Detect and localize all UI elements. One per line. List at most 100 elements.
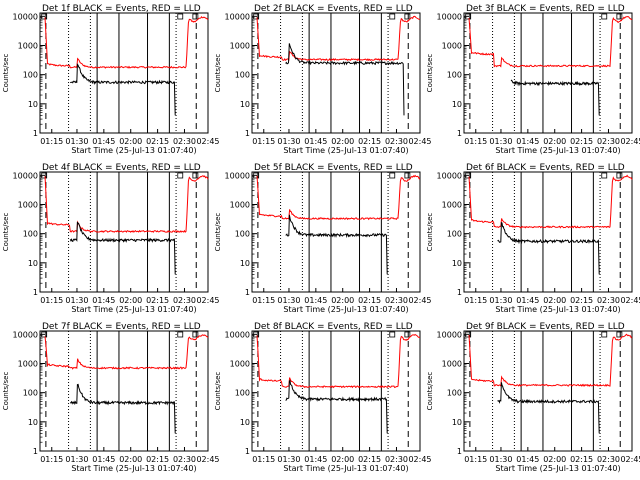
y-tick-label: 1 xyxy=(457,447,462,456)
x-tick-label: 02:00 xyxy=(119,296,142,305)
y-tick-label: 1000 xyxy=(18,41,38,50)
marker-box xyxy=(601,13,608,20)
x-tick-label: 01:30 xyxy=(489,455,512,464)
x-tick-label: 01:45 xyxy=(516,455,539,464)
y-tick-label: 10000 xyxy=(437,12,462,21)
detector-panel-1: Det 1f BLACK = Events, RED = LLD Counts/s… xyxy=(2,4,220,155)
lld-series xyxy=(44,175,209,233)
y-tick-label: 1 xyxy=(245,447,250,456)
lld-series xyxy=(44,15,209,69)
detector-panel-7: Det 7f BLACK = Events, RED = LLD Counts/s… xyxy=(2,322,220,473)
detector-panel-5: Det 5f BLACK = Events, RED = LLD Counts/s… xyxy=(214,163,432,314)
x-tick-label: 02:15 xyxy=(358,137,381,146)
panel-title: Det 1f BLACK = Events, RED = LLD xyxy=(42,4,201,14)
plot-frame xyxy=(39,330,209,452)
x-axis-label: Start Time (25-Jul-13 01:07:40) xyxy=(283,305,408,314)
detector-panel-3: Det 3f BLACK = Events, RED = LLD Counts/s… xyxy=(426,4,640,155)
marker-box xyxy=(601,172,608,179)
x-tick-label: 01:45 xyxy=(92,296,115,305)
marker-box xyxy=(41,13,48,20)
marker-box xyxy=(616,331,623,338)
lld-series xyxy=(256,174,421,221)
events-series xyxy=(70,63,176,116)
y-tick-label: 10000 xyxy=(225,12,250,21)
marker-box xyxy=(389,172,396,179)
x-tick-label: 02:30 xyxy=(385,137,408,146)
y-tick-label: 1000 xyxy=(230,200,250,209)
events-series xyxy=(497,382,600,434)
y-tick-label: 10000 xyxy=(437,330,462,339)
lld-series xyxy=(468,333,633,387)
x-tick-label: 01:15 xyxy=(464,137,487,146)
detector-panel-6: Det 6f BLACK = Events, RED = LLD Counts/s… xyxy=(426,163,640,314)
x-axis-label: Start Time (25-Jul-13 01:07:40) xyxy=(71,305,196,314)
x-tick-label: 02:15 xyxy=(570,296,593,305)
marker-box xyxy=(253,172,260,179)
y-axis-label: Counts/sec xyxy=(426,54,434,93)
x-tick-label: 01:45 xyxy=(516,137,539,146)
x-tick-label: 02:00 xyxy=(543,296,566,305)
x-tick-label: 02:00 xyxy=(119,137,142,146)
panel-title: Det 4f BLACK = Events, RED = LLD xyxy=(42,163,201,173)
x-tick-label: 02:30 xyxy=(173,455,196,464)
y-tick-label: 1 xyxy=(33,447,38,456)
panel-title: Det 3f BLACK = Events, RED = LLD xyxy=(466,4,625,14)
x-axis-label: Start Time (25-Jul-13 01:07:40) xyxy=(283,146,408,155)
x-axis-label: Start Time (25-Jul-13 01:07:40) xyxy=(71,146,196,155)
y-tick-label: 1000 xyxy=(18,359,38,368)
x-tick-label: 02:30 xyxy=(385,296,408,305)
panel-title: Det 5f BLACK = Events, RED = LLD xyxy=(254,163,413,173)
y-tick-label: 1 xyxy=(245,288,250,297)
x-tick-label: 01:45 xyxy=(516,296,539,305)
y-tick-label: 100 xyxy=(235,230,250,239)
marker-box xyxy=(601,331,608,338)
y-tick-label: 1000 xyxy=(442,41,462,50)
marker-box xyxy=(192,13,199,20)
y-tick-label: 1000 xyxy=(230,359,250,368)
x-axis-label: Start Time (25-Jul-13 01:07:40) xyxy=(283,464,408,473)
x-tick-label: 02:45 xyxy=(408,137,431,146)
x-tick-label: 01:15 xyxy=(464,455,487,464)
y-tick-label: 10 xyxy=(28,259,38,268)
x-tick-label: 02:00 xyxy=(119,455,142,464)
x-tick-label: 02:00 xyxy=(331,296,354,305)
x-tick-label: 02:45 xyxy=(408,455,431,464)
plot-frame xyxy=(251,171,421,293)
events-series xyxy=(69,221,176,275)
y-tick-label: 10 xyxy=(240,418,250,427)
y-tick-label: 1000 xyxy=(230,41,250,50)
lld-series xyxy=(468,15,633,68)
detector-panel-9: Det 9f BLACK = Events, RED = LLD Counts/s… xyxy=(426,322,640,473)
y-tick-label: 100 xyxy=(23,230,38,239)
events-series xyxy=(285,380,388,434)
y-tick-label: 100 xyxy=(235,389,250,398)
y-tick-label: 1000 xyxy=(18,200,38,209)
y-tick-label: 100 xyxy=(447,389,462,398)
y-tick-label: 10000 xyxy=(225,171,250,180)
x-tick-label: 02:00 xyxy=(543,137,566,146)
plot-frame xyxy=(463,171,633,293)
y-tick-label: 10000 xyxy=(13,171,38,180)
y-tick-label: 10 xyxy=(28,418,38,427)
y-tick-label: 100 xyxy=(235,71,250,80)
y-tick-label: 100 xyxy=(23,71,38,80)
marker-box xyxy=(465,13,472,20)
x-tick-label: 02:15 xyxy=(146,455,169,464)
plot-frame xyxy=(39,12,209,134)
x-tick-label: 02:30 xyxy=(597,137,620,146)
marker-box xyxy=(177,172,184,179)
y-tick-label: 1000 xyxy=(442,200,462,209)
x-tick-label: 01:30 xyxy=(65,296,88,305)
y-tick-label: 10 xyxy=(240,100,250,109)
events-series xyxy=(285,214,388,275)
marker-box xyxy=(253,331,260,338)
y-axis-label: Counts/sec xyxy=(426,372,434,411)
x-tick-label: 02:15 xyxy=(358,296,381,305)
lld-series xyxy=(44,334,209,370)
marker-box xyxy=(192,331,199,338)
events-series xyxy=(510,79,600,116)
x-tick-label: 02:45 xyxy=(620,455,640,464)
panel-title: Det 9f BLACK = Events, RED = LLD xyxy=(466,322,625,332)
panel-title: Det 2f BLACK = Events, RED = LLD xyxy=(254,4,413,14)
